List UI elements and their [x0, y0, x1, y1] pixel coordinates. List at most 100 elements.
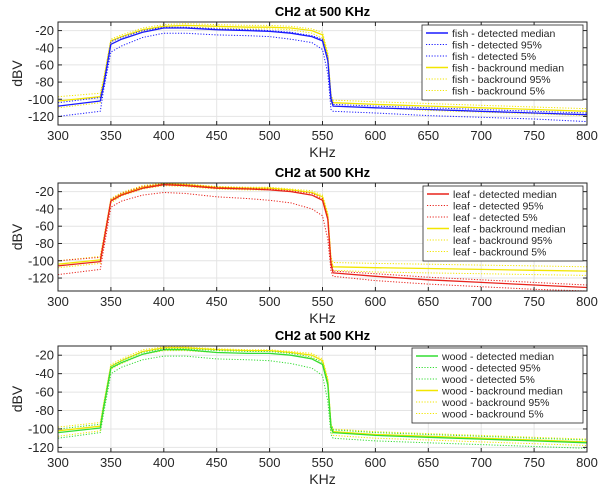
x-tick-label: 800 — [576, 128, 598, 143]
y-tick-label: -60 — [35, 219, 54, 234]
legend-entry: wood - detected 5% — [441, 374, 535, 386]
y-tick-label: -40 — [35, 201, 54, 216]
x-tick-label: 650 — [417, 294, 439, 309]
y-tick-label: -120 — [28, 109, 54, 124]
x-tick-label: 750 — [523, 455, 545, 470]
x-axis-label: KHz — [309, 310, 335, 326]
chart-panel-2: 300 350 400 450 500 550 600 650 700 750 800 -20 -40 -… — [9, 165, 598, 326]
y-axis-label: dBV — [9, 60, 25, 87]
x-tick-label: 650 — [417, 128, 439, 143]
series-line-detected-p5 — [58, 355, 587, 449]
legend-entry: fish - detected 95% — [452, 39, 542, 51]
series-line-background-median — [58, 24, 587, 112]
x-tick-label: 400 — [153, 294, 175, 309]
x-tick-label: 800 — [576, 455, 598, 470]
legend-entry: wood - backround 5% — [441, 408, 544, 420]
y-tick-label: -20 — [35, 348, 54, 363]
legend-box — [421, 24, 584, 101]
y-tick-label: -100 — [28, 92, 54, 107]
y-tick-label: -80 — [35, 236, 54, 251]
series-line-detected-p95 — [58, 183, 587, 286]
legend-entry: fish - detected 5% — [452, 51, 536, 63]
x-tick-label: 350 — [100, 455, 122, 470]
legend-entry: leaf - detected 95% — [453, 200, 543, 212]
y-tick-label: -20 — [35, 23, 54, 38]
y-tick-label: -60 — [35, 57, 54, 72]
y-tick-label: -120 — [28, 440, 54, 455]
legend-entry: leaf - backround 95% — [453, 235, 552, 247]
legend-entry: fish - backround 5% — [452, 85, 545, 97]
x-tick-label: 350 — [100, 128, 122, 143]
x-tick-label: 450 — [206, 128, 228, 143]
x-axis-label: KHz — [309, 471, 335, 487]
chart-panel-3: 300 350 400 450 500 550 600 650 700 750 800 -20 -40 -… — [9, 328, 598, 487]
legend-entry: wood - backround median — [441, 385, 563, 397]
series-group — [58, 23, 587, 123]
x-tick-label: 700 — [470, 128, 492, 143]
series-line-detected-median — [58, 184, 587, 289]
x-tick-label: 500 — [259, 128, 281, 143]
series-group — [58, 183, 587, 291]
y-tick-label: -40 — [35, 366, 54, 381]
legend-entry: leaf - backround median — [453, 223, 566, 235]
series-line-detected-median — [58, 349, 587, 444]
x-tick-label: 350 — [100, 294, 122, 309]
x-tick-label: 750 — [523, 128, 545, 143]
x-tick-label: 300 — [47, 294, 69, 309]
chart-title: CH2 at 500 KHz — [275, 4, 371, 19]
y-tick-label: -80 — [35, 75, 54, 90]
y-tick-label: -120 — [28, 271, 54, 286]
legend-box — [422, 185, 584, 262]
legend-entry: fish - backround 95% — [452, 74, 551, 86]
x-tick-label: 300 — [47, 128, 69, 143]
series-line-background-p95 — [58, 23, 587, 110]
series-group — [58, 346, 587, 449]
x-tick-label: 450 — [206, 455, 228, 470]
x-tick-label: 600 — [365, 455, 387, 470]
legend-entry: fish - backround median — [452, 62, 564, 74]
x-tick-label: 750 — [523, 294, 545, 309]
chart-panel-1: 300 350 400 450 500 550 600 650 700 750 800 -20 -40 -… — [9, 4, 598, 160]
x-tick-label: 400 — [153, 128, 175, 143]
y-tick-label: -60 — [35, 385, 54, 400]
x-tick-label: 450 — [206, 294, 228, 309]
x-tick-label: 650 — [417, 455, 439, 470]
legend-entry: leaf - backround 5% — [453, 246, 546, 258]
series-line-detected-p5 — [58, 192, 587, 291]
series-line-background-median — [58, 183, 587, 272]
y-axis-label: dBV — [9, 223, 25, 250]
x-tick-label: 700 — [470, 455, 492, 470]
legend-entry: wood - detected 95% — [441, 362, 541, 374]
x-tick-label: 300 — [47, 455, 69, 470]
y-axis-label: dBV — [9, 385, 25, 412]
chart-title: CH2 at 500 KHz — [275, 165, 371, 180]
chart-title: CH2 at 500 KHz — [275, 328, 371, 343]
series-line-background-p95 — [58, 346, 587, 440]
legend-entry: wood - backround 95% — [441, 397, 549, 409]
x-tick-label: 550 — [312, 455, 334, 470]
x-tick-label: 550 — [312, 294, 334, 309]
y-tick-label: -40 — [35, 40, 54, 55]
y-tick-label: -80 — [35, 403, 54, 418]
x-tick-label: 600 — [365, 128, 387, 143]
legend-box — [411, 347, 584, 424]
x-tick-label: 800 — [576, 294, 598, 309]
y-tick-label: -100 — [28, 421, 54, 436]
series-line-detected-p95 — [58, 348, 587, 441]
series-line-background-p5 — [58, 185, 587, 276]
legend-entry: fish - detected median — [452, 28, 555, 40]
x-tick-label: 500 — [259, 455, 281, 470]
x-axis-label: KHz — [309, 144, 335, 160]
x-tick-label: 700 — [470, 294, 492, 309]
x-tick-label: 500 — [259, 294, 281, 309]
legend-entry: leaf - detected 5% — [453, 212, 538, 224]
x-tick-label: 600 — [365, 294, 387, 309]
legend-entry: wood - detected median — [441, 351, 554, 363]
legend-entry: leaf - detected median — [453, 189, 557, 201]
y-tick-label: -100 — [28, 253, 54, 268]
